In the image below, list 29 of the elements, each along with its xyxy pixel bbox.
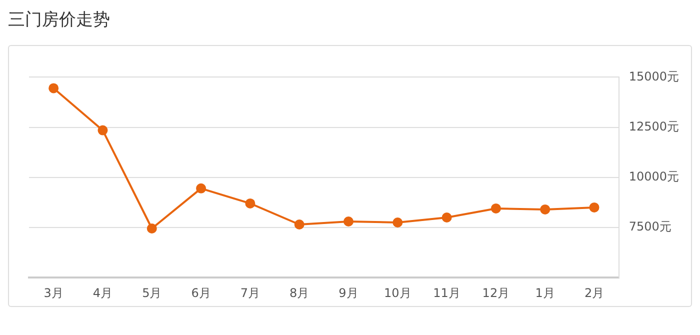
point <box>540 204 550 214</box>
point <box>392 217 403 228</box>
x-tick-label: 5月 <box>142 286 162 300</box>
chart-title: 三门房价走势 <box>8 9 111 31</box>
point <box>294 219 304 230</box>
point <box>196 183 206 194</box>
x-tick-label: 3月 <box>44 286 64 300</box>
x-tick-label: 2月 <box>584 286 604 300</box>
point <box>490 203 501 214</box>
x-tick-label: 6月 <box>191 286 211 300</box>
x-tick-label: 4月 <box>92 286 113 300</box>
x-tick-label: 7月 <box>240 286 260 300</box>
point <box>442 212 452 222</box>
x-tick-label: 1月 <box>535 286 555 300</box>
x-tick-label: 12月 <box>482 286 510 300</box>
x-tick-label: 8月 <box>290 286 310 300</box>
x-tick-label: 11月 <box>433 286 460 300</box>
point <box>589 202 600 212</box>
point <box>343 216 354 226</box>
point <box>245 198 256 208</box>
y-tick-label: 15000元 <box>628 69 680 84</box>
point <box>98 125 108 136</box>
x-tick-label: 9月 <box>338 286 358 300</box>
y-tick-label: 10000元 <box>628 170 680 184</box>
point <box>48 83 59 94</box>
y-tick-label: 7500元 <box>628 220 672 234</box>
x-tick-label: 10月 <box>384 286 412 300</box>
y-tick-label: 12500元 <box>628 119 680 134</box>
point <box>146 224 157 234</box>
